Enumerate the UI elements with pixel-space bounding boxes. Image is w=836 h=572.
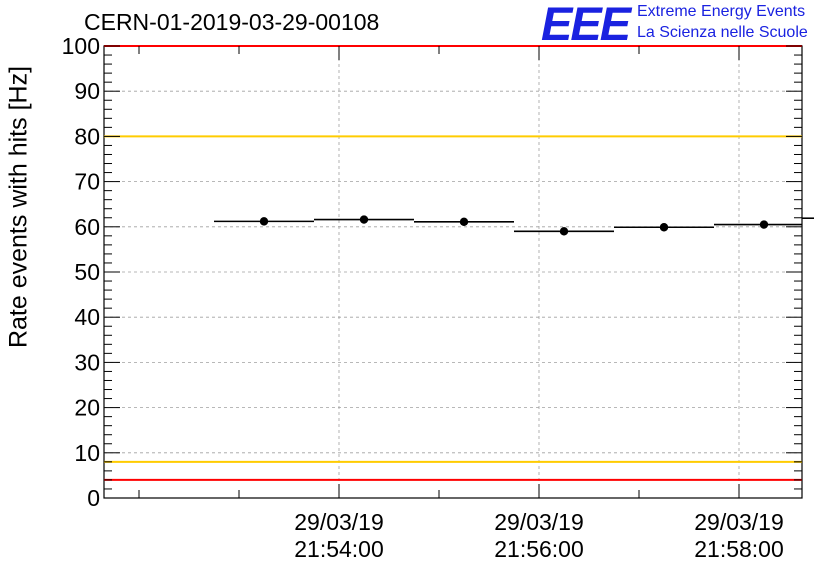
y-tick-label: 60 <box>74 214 100 240</box>
data-series <box>214 215 814 236</box>
reference-lines <box>104 45 802 481</box>
axis-ticks <box>104 45 802 499</box>
data-point <box>359 215 369 224</box>
data-point <box>259 217 269 226</box>
y-tick-label: 20 <box>74 395 100 421</box>
x-tick-label-time: 21:54:00 <box>294 536 384 562</box>
logo-text-line1: Extreme Energy Events <box>637 3 806 20</box>
x-tick-label-date: 29/03/19 <box>694 509 784 535</box>
logo-text-line2: La Scienza nelle Scuole <box>637 24 808 41</box>
x-tick-label-date: 29/03/19 <box>294 509 384 535</box>
y-tick-label: 70 <box>74 169 100 195</box>
y-tick-label: 40 <box>74 304 100 330</box>
eee-logo: EEE <box>541 0 631 50</box>
x-tick-label-time: 21:58:00 <box>694 536 784 562</box>
tick-labels: 010203040506070809010029/03/1921:54:0029… <box>62 33 784 562</box>
y-tick-label: 50 <box>74 259 100 285</box>
y-tick-label: 30 <box>74 349 100 375</box>
grid <box>104 46 802 498</box>
data-point <box>659 223 669 232</box>
y-tick-label: 0 <box>87 485 100 511</box>
chart-title: CERN-01-2019-03-29-00108 <box>84 9 380 35</box>
y-tick-label: 80 <box>74 123 100 149</box>
y-tick-label: 10 <box>74 440 100 466</box>
data-point <box>759 220 769 229</box>
data-point <box>559 227 569 236</box>
y-tick-label: 100 <box>62 33 100 59</box>
y-tick-label: 90 <box>74 78 100 104</box>
x-tick-label-date: 29/03/19 <box>494 509 584 535</box>
x-tick-label-time: 21:56:00 <box>494 536 584 562</box>
data-point <box>459 217 469 227</box>
